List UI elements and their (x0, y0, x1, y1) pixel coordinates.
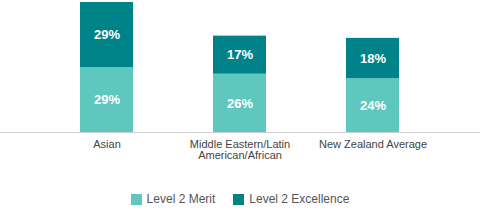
svg-text:Middle Eastern/LatinAmerican/A: Middle Eastern/LatinAmerican/African (190, 138, 290, 161)
svg-text:New Zealand Average: New Zealand Average (319, 138, 427, 150)
svg-text:17%: 17% (227, 47, 253, 62)
svg-text:18%: 18% (360, 51, 386, 66)
svg-text:Asian: Asian (93, 138, 121, 150)
svg-text:29%: 29% (94, 27, 120, 42)
svg-text:29%: 29% (94, 92, 120, 107)
svg-text:24%: 24% (360, 98, 386, 113)
html-text:Level 2 Merit: Level 2 Merit (146, 192, 216, 206)
html-text:Level 2 Excellence: Level 2 Excellence (249, 192, 350, 206)
svg-text:26%: 26% (227, 96, 253, 111)
